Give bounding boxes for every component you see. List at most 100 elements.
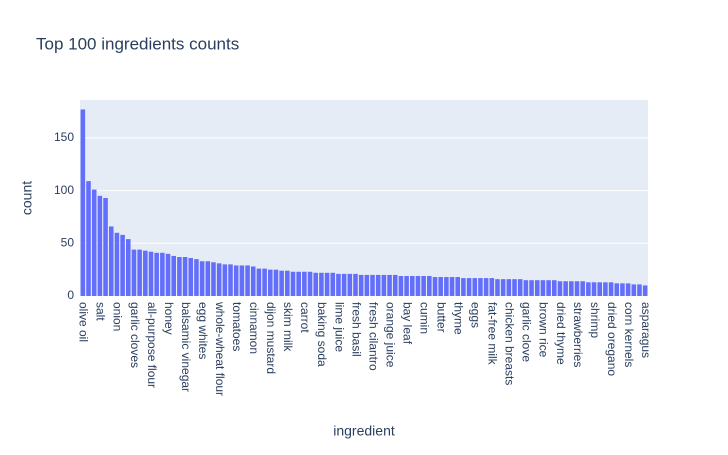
bar	[370, 274, 375, 296]
y-axis-title: count	[19, 181, 35, 215]
x-tick-label: chicken breasts	[503, 302, 517, 385]
bar	[171, 255, 176, 296]
bar	[569, 281, 574, 296]
bar	[449, 277, 455, 296]
bar	[358, 274, 364, 296]
bar	[392, 274, 398, 296]
bar	[268, 269, 273, 296]
bar	[86, 181, 91, 296]
x-tick-label: strawberries	[571, 302, 585, 367]
bar	[455, 277, 460, 296]
bar	[120, 234, 125, 296]
x-tick-label: asparagus	[639, 302, 653, 358]
bar	[506, 279, 512, 296]
bar	[194, 259, 199, 296]
bar	[364, 274, 370, 296]
bar	[341, 273, 347, 296]
bar	[415, 275, 421, 296]
bar	[216, 263, 222, 296]
bar	[534, 280, 540, 296]
bar	[523, 280, 529, 296]
bar	[489, 278, 495, 296]
bar	[114, 232, 120, 296]
bar	[614, 283, 620, 296]
bar	[546, 280, 551, 296]
bar	[398, 275, 404, 296]
bar	[262, 268, 267, 296]
bar	[483, 278, 489, 296]
x-tick-label: butter	[435, 302, 449, 333]
bar	[597, 282, 602, 296]
x-tick-label: olive oil	[77, 302, 91, 342]
x-tick-label: whole-wheat flour	[213, 301, 227, 396]
x-tick-label: salt	[94, 302, 108, 321]
bar	[233, 265, 239, 296]
bar	[154, 252, 159, 296]
x-tick-label: thyme	[452, 302, 466, 335]
x-tick-label: egg whites	[196, 302, 210, 359]
x-tick-label: baking soda	[315, 302, 329, 367]
bar	[148, 251, 154, 296]
bar	[387, 274, 392, 296]
bar	[347, 273, 353, 296]
bar	[495, 279, 500, 296]
bar	[91, 189, 97, 296]
bar	[131, 249, 137, 296]
bar	[552, 280, 557, 296]
chart-title: Top 100 ingredients counts	[36, 34, 239, 53]
bar	[353, 273, 358, 296]
bar	[540, 280, 546, 296]
bar	[256, 268, 262, 296]
x-tick-label: fresh cilantro	[366, 302, 380, 371]
bar	[512, 279, 517, 296]
x-tick-label: lime juice	[332, 302, 346, 352]
x-tick-label: eggs	[469, 302, 483, 328]
x-tick-label: shrimp	[588, 302, 602, 338]
bar	[586, 282, 591, 296]
bar	[500, 279, 506, 296]
x-tick-label: dried thyme	[554, 302, 568, 365]
x-tick-label: bay leaf	[400, 302, 414, 345]
x-axis-title: ingredient	[333, 423, 395, 439]
bar	[126, 239, 131, 296]
bar	[285, 270, 290, 296]
bar	[574, 281, 580, 296]
bar	[466, 278, 472, 296]
bar	[273, 269, 279, 296]
y-tick-label: 100	[54, 183, 74, 197]
x-tick-label: all-purpose flour	[145, 302, 159, 388]
bar	[608, 282, 614, 296]
bar	[381, 274, 387, 296]
bar	[410, 275, 415, 296]
x-tick-label: carrot	[298, 302, 312, 333]
x-tick-label: skim milk	[281, 302, 295, 352]
bar	[620, 283, 625, 296]
x-tick-label: dried oregano	[605, 302, 619, 376]
bar	[137, 249, 142, 296]
x-tick-label: cinnamon	[247, 302, 261, 354]
bar	[404, 275, 409, 296]
bar	[637, 284, 642, 296]
bar	[302, 271, 307, 296]
y-tick-label: 0	[67, 288, 74, 302]
x-tick-label: brown rice	[537, 302, 551, 358]
bar	[517, 279, 523, 296]
x-tick-label: corn kernels	[622, 302, 636, 367]
bar	[642, 285, 648, 296]
bar	[591, 282, 597, 296]
bar	[143, 250, 148, 296]
bar	[250, 266, 256, 296]
bar	[80, 109, 86, 296]
bar	[160, 252, 165, 296]
bar	[103, 198, 108, 296]
bar	[324, 272, 330, 296]
x-tick-label: orange juice	[383, 302, 397, 368]
y-tick-label: 150	[54, 130, 74, 144]
bar	[239, 265, 245, 296]
bar	[165, 253, 171, 296]
bar	[603, 282, 608, 296]
bar	[421, 275, 426, 296]
x-tick-label: tomatoes	[230, 302, 244, 351]
bar	[330, 272, 336, 296]
